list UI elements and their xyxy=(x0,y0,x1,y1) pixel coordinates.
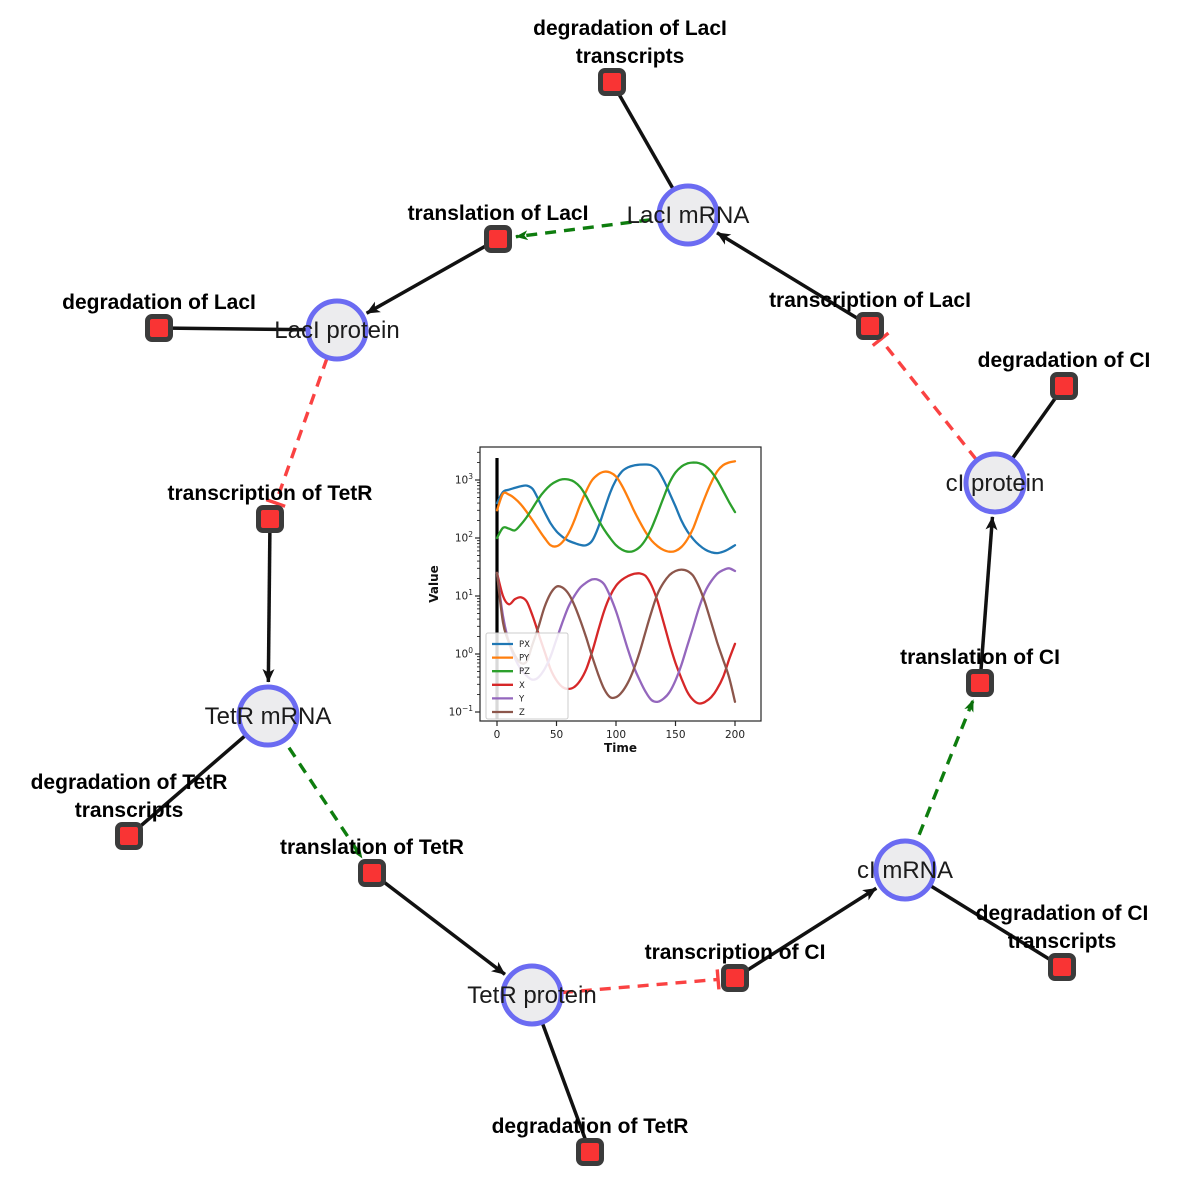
reaction-label-transcription-ci: transcription of CI xyxy=(645,941,826,964)
reaction-node-translation-tetr xyxy=(358,859,386,887)
reaction-node-deg-tetr-transcripts xyxy=(115,822,143,850)
chart-series-PZ xyxy=(495,461,737,553)
reaction-label-transcription-laci: transcription of LacI xyxy=(769,289,971,312)
chart-series-PX xyxy=(495,463,737,555)
species-node-laci-mrna xyxy=(656,183,720,247)
chart-legend: PX PY PZ XYZ xyxy=(485,632,569,720)
chart-legend-label-Y: Y xyxy=(518,694,525,704)
reaction-label-translation-ci: translation of CI xyxy=(900,646,1060,669)
species-label-laci-mrna: LacI mRNA xyxy=(627,202,750,229)
chart-series-PY xyxy=(495,460,737,553)
species-node-tetr-protein xyxy=(500,963,564,1027)
reaction-node-transcription-tetr xyxy=(256,505,284,533)
chart-legend-label-PZ: PZ xyxy=(519,667,530,677)
node-layer xyxy=(115,68,1078,1166)
reaction-node-deg-tetr xyxy=(576,1138,604,1166)
species-node-ci-mrna xyxy=(873,838,937,902)
reaction-label-deg-ci-transcripts: degradation of CI transcripts xyxy=(976,902,1149,953)
edge-tetr-protein-transcription-ci xyxy=(561,969,721,995)
chart-legend-label-PY: PY xyxy=(519,654,530,664)
chart-xlabel: Time xyxy=(604,741,637,755)
species-label-tetr-mrna: TetR mRNA xyxy=(205,703,332,730)
reaction-label-translation-laci: translation of LacI xyxy=(408,202,589,225)
reaction-node-deg-ci-transcripts xyxy=(1048,953,1076,981)
chart-xtick: 100 xyxy=(606,729,626,741)
chart-xtick: 150 xyxy=(665,729,685,741)
species-node-ci-protein xyxy=(963,451,1027,515)
chart-ylabel: Value xyxy=(428,565,441,603)
edge-transcription-laci-laci-mrna xyxy=(716,231,871,328)
reaction-node-translation-ci xyxy=(966,669,994,697)
edge-transcription-tetr-tetr-mrna xyxy=(262,518,275,683)
reaction-label-translation-tetr: translation of TetR xyxy=(280,836,464,859)
reaction-node-transcription-ci xyxy=(721,964,749,992)
edge-laci-protein-transcription-tetr xyxy=(265,357,329,508)
reaction-label-deg-tetr-transcripts: degradation of TetR transcripts xyxy=(31,771,228,822)
species-node-laci-protein xyxy=(305,298,369,362)
label-layer: degradation of LacI transcripts translatio… xyxy=(31,17,1151,1138)
species-label-ci-mrna: cI mRNA xyxy=(857,857,953,884)
reaction-label-deg-ci: degradation of CI xyxy=(978,349,1151,372)
chart-legend-label-X: X xyxy=(519,681,525,691)
reaction-node-deg-laci xyxy=(145,314,173,342)
reaction-label-deg-tetr: degradation of TetR xyxy=(492,1115,689,1138)
reaction-node-translation-laci xyxy=(484,225,512,253)
reaction-node-deg-laci-transcripts xyxy=(598,68,626,96)
edge-translation-ci-ci-protein xyxy=(978,516,998,684)
chart-xtick: 200 xyxy=(725,729,745,741)
species-label-tetr-protein: TetR protein xyxy=(467,982,596,1009)
edge-translation-tetr-tetr-protein xyxy=(370,871,507,976)
edge-ci-mrna-translation-ci xyxy=(903,699,975,871)
reaction-node-transcription-laci xyxy=(856,312,884,340)
species-node-tetr-mrna xyxy=(236,684,300,748)
chart-xtick: 0 xyxy=(494,729,501,741)
reaction-label-transcription-tetr: transcription of TetR xyxy=(168,482,373,505)
chart-series-Z xyxy=(495,568,737,703)
edge-ci-protein-transcription-laci xyxy=(871,331,978,461)
species-label-laci-protein: LacI protein xyxy=(274,317,399,344)
edge-transcription-ci-ci-mrna xyxy=(734,886,878,980)
chart-legend-label-PX: PX xyxy=(519,640,530,650)
chart-axes xyxy=(479,446,762,722)
edge-translation-laci-laci-protein xyxy=(365,237,499,315)
reaction-node-deg-ci xyxy=(1050,372,1078,400)
chart-legend-label-Z: Z xyxy=(519,708,525,718)
reaction-label-deg-laci-transcripts: degradation of LacI transcripts xyxy=(533,17,727,68)
species-label-ci-protein: cI protein xyxy=(946,470,1045,497)
reaction-label-deg-laci: degradation of LacI xyxy=(62,291,256,314)
chart-xtick: 50 xyxy=(550,729,563,741)
